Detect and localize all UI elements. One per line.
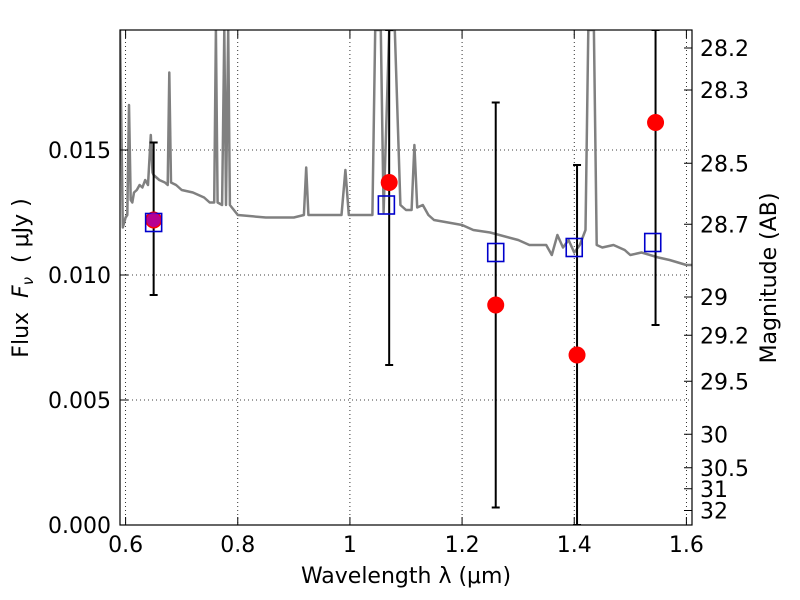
axes: 0.6 0.8 1 1.2 1.4 1.6 0.000 0.005 0.010 0.015 28.2… xyxy=(48,30,749,558)
x-tick-label: 1.6 xyxy=(669,533,704,558)
mag-tick-label: 28.7 xyxy=(700,213,749,238)
y-label-symbol: F xyxy=(9,285,34,298)
y-axis-right-label: Magnitude (AB) xyxy=(757,193,782,364)
model-point xyxy=(643,232,662,253)
y-tick-label: 0.010 xyxy=(48,264,111,289)
x-tick-label: 0.8 xyxy=(220,533,255,558)
y-tick-label: 0.000 xyxy=(48,514,111,539)
model-point xyxy=(565,237,584,258)
model-point xyxy=(486,242,505,263)
mag-tick-label: 30.5 xyxy=(700,457,749,482)
y-label-subscript: ν xyxy=(19,277,37,285)
plot-frame xyxy=(119,29,693,526)
mag-tick-label: 28.2 xyxy=(700,37,749,62)
x-tick-label: 1.4 xyxy=(557,533,592,558)
observed-point xyxy=(380,174,398,191)
mag-tick-label: 29 xyxy=(700,286,728,311)
mag-tick-label: 29.5 xyxy=(700,370,749,395)
mag-tick-label: 28.5 xyxy=(700,152,749,177)
x-tick-label: 1 xyxy=(343,533,357,558)
y-tick-label: 0.015 xyxy=(48,139,111,164)
y-axis-left-label: Flux Fν ( μJy ) xyxy=(9,198,37,357)
observed-point xyxy=(647,114,665,131)
mag-tick-label: 31 xyxy=(700,478,728,503)
x-tick-label: 0.6 xyxy=(108,533,143,558)
y-tick-label: 0.005 xyxy=(48,389,111,414)
observed-point xyxy=(487,296,505,314)
x-tick-label: 1.2 xyxy=(445,533,480,558)
mag-tick-label: 30 xyxy=(700,423,728,448)
plot-area xyxy=(120,30,692,525)
mag-tick-label: 28.3 xyxy=(700,79,749,104)
y-label-unit: ( μJy ) xyxy=(9,198,34,277)
model-point xyxy=(377,195,396,215)
overlap-point xyxy=(146,213,161,227)
x-axis-label: Wavelength λ (μm) xyxy=(301,564,511,589)
y-label-prefix: Flux xyxy=(9,298,34,358)
observed-point xyxy=(568,346,586,364)
plot-background xyxy=(120,30,692,525)
mag-tick-label: 32 xyxy=(700,500,728,525)
mag-tick-label: 29.2 xyxy=(700,324,749,349)
